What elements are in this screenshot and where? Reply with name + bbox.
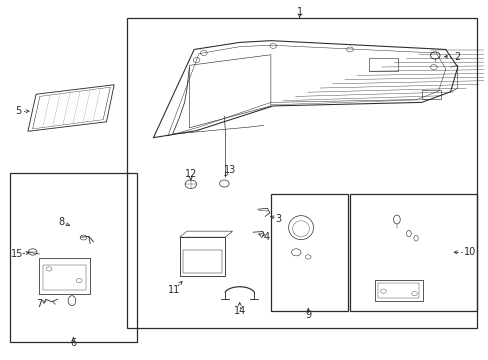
Text: 1: 1 bbox=[296, 8, 302, 17]
Text: 7: 7 bbox=[36, 299, 42, 309]
Text: 2: 2 bbox=[454, 51, 460, 62]
Bar bbox=[127, 18, 476, 328]
Text: 6: 6 bbox=[70, 338, 76, 348]
Bar bbox=[10, 173, 137, 342]
Text: 5: 5 bbox=[15, 106, 21, 116]
Text: 4: 4 bbox=[263, 232, 269, 242]
Text: 13: 13 bbox=[224, 165, 236, 175]
Bar bbox=[377, 283, 419, 298]
Text: 9: 9 bbox=[305, 310, 311, 320]
Bar bbox=[349, 194, 476, 311]
Text: 11: 11 bbox=[167, 285, 180, 295]
Bar bbox=[374, 280, 422, 301]
Bar bbox=[183, 249, 222, 274]
Bar bbox=[368, 58, 397, 71]
Bar bbox=[43, 265, 86, 290]
Text: 10: 10 bbox=[463, 247, 475, 257]
Text: 12: 12 bbox=[184, 168, 197, 179]
Bar bbox=[40, 258, 90, 294]
Text: 15: 15 bbox=[11, 249, 23, 259]
Text: 3: 3 bbox=[274, 214, 281, 224]
Text: 8: 8 bbox=[58, 217, 64, 227]
Bar bbox=[421, 90, 440, 99]
Text: 14: 14 bbox=[233, 306, 245, 316]
Bar bbox=[270, 194, 347, 311]
